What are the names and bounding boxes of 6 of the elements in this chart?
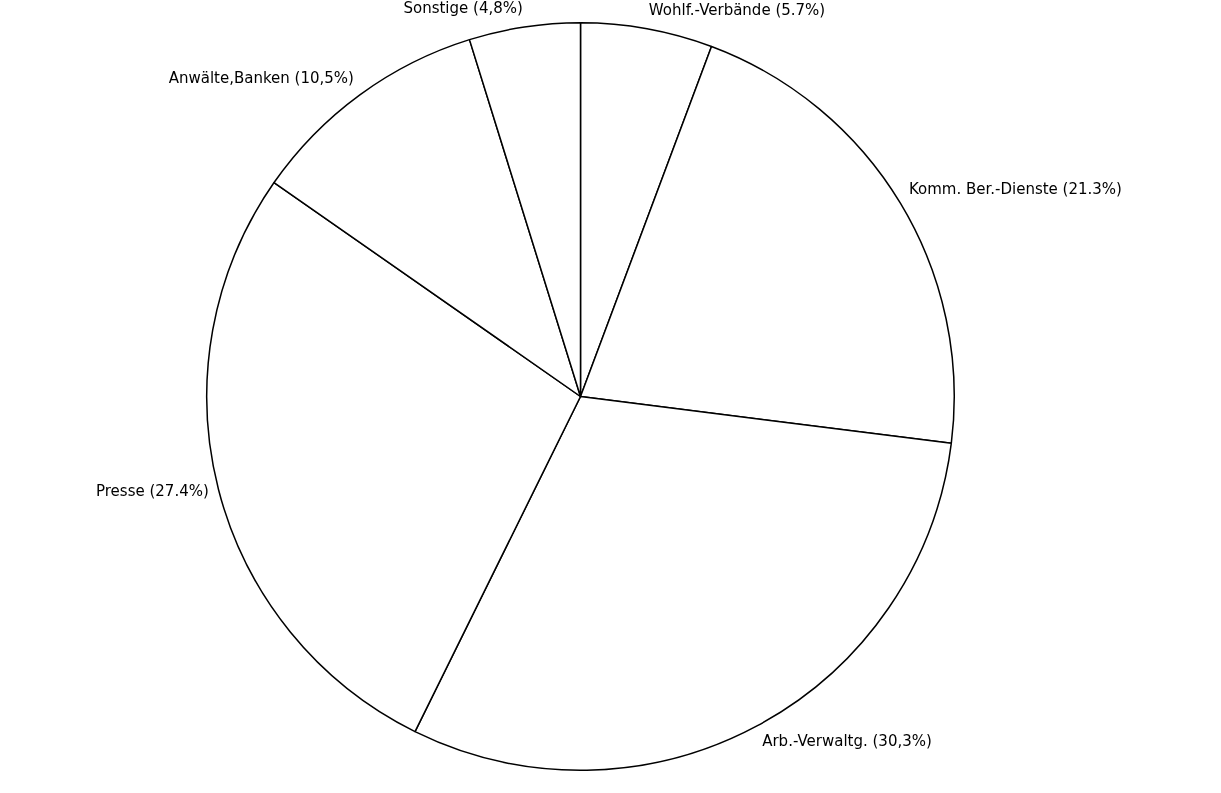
slice-label: Anwälte,Banken (10,5%) bbox=[168, 69, 354, 88]
slice-label: Presse (27.4%) bbox=[95, 481, 209, 500]
slice-label: Sonstige (4,8%) bbox=[403, 0, 523, 18]
slice-label: Wohlf.-Verbände (5.7%) bbox=[648, 1, 826, 20]
slice-label: Arb.-Verwaltg. (30,3%) bbox=[762, 731, 932, 750]
slice-label: Komm. Ber.-Dienste (21.3%) bbox=[908, 180, 1122, 199]
